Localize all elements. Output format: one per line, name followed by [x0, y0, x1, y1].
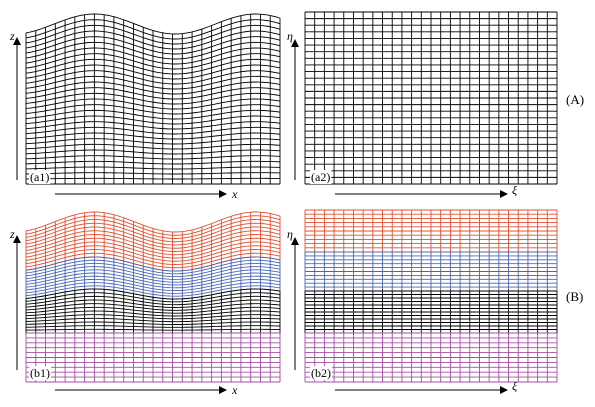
a1-z-label: z: [9, 29, 15, 43]
a1-grid: [25, 13, 281, 185]
b1-x-label: x: [231, 383, 238, 397]
b1-layer-top-row-line: [25, 211, 281, 233]
b2-eta-label: η: [287, 227, 293, 241]
panel-a1-physical-mesh: [25, 13, 281, 185]
a2-panel-label: (a2): [311, 170, 330, 184]
b1-layer-upper-mid: [25, 256, 281, 300]
axes: [13, 37, 508, 394]
panel-b2-layered-computational-mesh: [304, 209, 558, 383]
b2-layer-top: [304, 209, 558, 253]
b2-panel-label-bg: [310, 366, 332, 380]
b2-layer-upper-mid: [304, 251, 558, 292]
panel-b1-layered-physical-mesh: [25, 211, 281, 383]
a1-row-line: [25, 13, 281, 35]
a2-grid: [304, 11, 558, 185]
b1-panel-label: (b1): [30, 366, 50, 380]
a1-panel-label-bg: [29, 170, 51, 184]
row-label-a: (A): [566, 92, 584, 107]
b1-layer-lower-mid: [25, 288, 281, 334]
a2-panel-label-bg: [310, 170, 332, 184]
a2-xi-label: ξ: [512, 183, 518, 197]
row-label-b: (B): [566, 289, 583, 304]
b1-layer-bottom: [25, 332, 281, 383]
a1-panel-label: (a1): [30, 170, 49, 184]
b2-layer-lower-mid: [304, 290, 558, 334]
a2-eta-label: η: [287, 29, 293, 43]
panel-a2-computational-mesh: [304, 11, 558, 185]
b2-layer-bottom: [304, 332, 558, 383]
b1-z-label: z: [9, 227, 15, 241]
b2-xi-label: ξ: [512, 379, 518, 393]
b1-layer-top: [25, 211, 281, 272]
b1-panel-label-bg: [29, 366, 51, 380]
a1-x-label: x: [231, 187, 238, 201]
b2-panel-label: (b2): [311, 366, 331, 380]
